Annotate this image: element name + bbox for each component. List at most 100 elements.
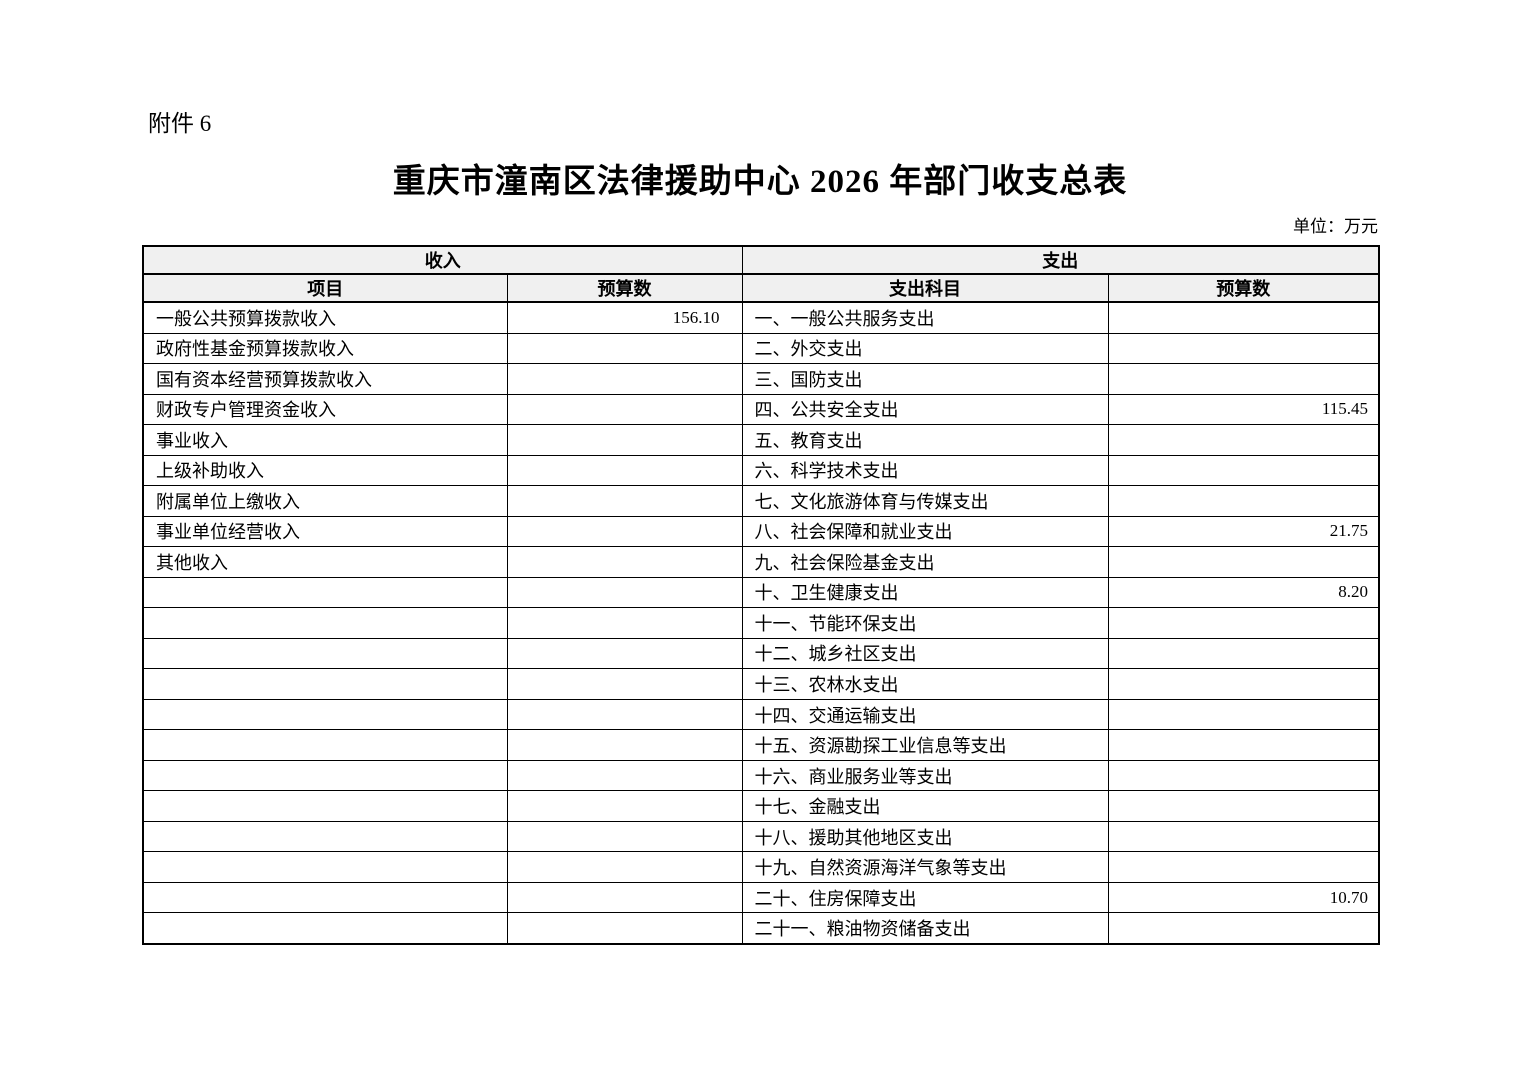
income-budget-cell xyxy=(506,729,743,761)
income-item-cell: 政府性基金预算拨款收入 xyxy=(142,332,508,365)
expense-item-cell: 十四、交通运输支出 xyxy=(741,698,1109,731)
table-row: 国有资本经营预算拨款收入 三、国防支出 xyxy=(142,363,1380,395)
expense-budget-cell xyxy=(1107,668,1380,700)
income-budget-cell xyxy=(506,637,743,670)
income-item-cell xyxy=(142,607,508,639)
expense-item-cell: 十五、资源勘探工业信息等支出 xyxy=(741,729,1109,761)
expense-item-cell: 二、外交支出 xyxy=(741,332,1109,365)
income-budget-cell xyxy=(506,820,743,853)
expense-budget-cell xyxy=(1107,301,1380,334)
expense-budget-cell xyxy=(1107,851,1380,883)
table-row: 十一、节能环保支出 xyxy=(142,607,1380,639)
expense-budget-cell xyxy=(1107,637,1380,670)
table-row: 十九、自然资源海洋气象等支出 xyxy=(142,851,1380,883)
income-item-cell xyxy=(142,912,508,945)
expense-budget-cell xyxy=(1107,332,1380,365)
expense-item-cell: 八、社会保障和就业支出 xyxy=(741,515,1109,548)
table-row: 财政专户管理资金收入 四、公共安全支出 115.45 xyxy=(142,393,1380,426)
expense-budget-cell xyxy=(1107,485,1380,517)
income-budget-cell xyxy=(506,363,743,395)
table-row: 十八、援助其他地区支出 xyxy=(142,820,1380,853)
expense-item-cell: 十九、自然资源海洋气象等支出 xyxy=(741,851,1109,883)
income-budget-cell xyxy=(506,790,743,822)
column-header-row: 项目 预算数 支出科目 预算数 xyxy=(142,273,1380,303)
expense-item-cell: 十、卫生健康支出 xyxy=(741,576,1109,609)
income-item-cell: 事业收入 xyxy=(142,424,508,456)
expense-item-cell: 六、科学技术支出 xyxy=(741,454,1109,487)
table-row: 十四、交通运输支出 xyxy=(142,698,1380,731)
income-item-cell xyxy=(142,668,508,700)
expense-budget-cell xyxy=(1107,912,1380,945)
expense-budget-cell xyxy=(1107,607,1380,639)
expense-budget-cell xyxy=(1107,363,1380,395)
expense-budget-cell: 21.75 xyxy=(1107,515,1380,548)
expense-item-cell: 三、国防支出 xyxy=(741,363,1109,395)
income-item-cell xyxy=(142,851,508,883)
expense-group-header: 支出 xyxy=(741,245,1380,275)
income-item-cell: 上级补助收入 xyxy=(142,454,508,487)
unit-note: 单位：万元 xyxy=(1293,217,1378,236)
income-item-cell xyxy=(142,881,508,914)
expense-budget-cell: 115.45 xyxy=(1107,393,1380,426)
income-budget-cell xyxy=(506,698,743,731)
table-row: 事业单位经营收入 八、社会保障和就业支出 21.75 xyxy=(142,515,1380,548)
table-row: 一般公共预算拨款收入 156.10 一、一般公共服务支出 xyxy=(142,301,1380,334)
income-item-cell: 其他收入 xyxy=(142,546,508,578)
expense-item-cell: 九、社会保险基金支出 xyxy=(741,546,1109,578)
income-budget-cell xyxy=(506,881,743,914)
expense-item-cell: 二十、住房保障支出 xyxy=(741,881,1109,914)
table-row: 其他收入 九、社会保险基金支出 xyxy=(142,546,1380,578)
income-item-cell: 国有资本经营预算拨款收入 xyxy=(142,363,508,395)
expense-budget-cell xyxy=(1107,454,1380,487)
income-budget-cell xyxy=(506,607,743,639)
income-budget-cell xyxy=(506,515,743,548)
table-header: 收入 支出 项目 预算数 支出科目 预算数 xyxy=(142,245,1380,303)
income-budget-cell xyxy=(506,668,743,700)
income-item-cell xyxy=(142,729,508,761)
income-budget-cell xyxy=(506,454,743,487)
income-item-cell: 事业单位经营收入 xyxy=(142,515,508,548)
budget-summary-table: 收入 支出 项目 预算数 支出科目 预算数 一般公共预算拨款收入 156.10 一、… xyxy=(142,245,1380,945)
income-item-cell xyxy=(142,759,508,792)
table-row: 上级补助收入 六、科学技术支出 xyxy=(142,454,1380,487)
income-budget-cell xyxy=(506,393,743,426)
expense-budget-cell: 10.70 xyxy=(1107,881,1380,914)
income-budget-cell xyxy=(506,424,743,456)
income-item-cell: 附属单位上缴收入 xyxy=(142,485,508,517)
expense-item-cell: 五、教育支出 xyxy=(741,424,1109,456)
expense-budget-cell xyxy=(1107,729,1380,761)
expense-item-cell: 十一、节能环保支出 xyxy=(741,607,1109,639)
expense-item-cell: 十六、商业服务业等支出 xyxy=(741,759,1109,792)
income-budget-cell: 156.10 xyxy=(506,301,743,334)
income-budget-cell xyxy=(506,759,743,792)
income-item-column-header: 项目 xyxy=(142,273,508,303)
income-budget-cell xyxy=(506,546,743,578)
expense-budget-cell xyxy=(1107,820,1380,853)
expense-item-cell: 一、一般公共服务支出 xyxy=(741,301,1109,334)
expense-budget-cell xyxy=(1107,546,1380,578)
expense-budget-cell: 8.20 xyxy=(1107,576,1380,609)
income-budget-cell xyxy=(506,332,743,365)
income-group-header: 收入 xyxy=(142,245,743,275)
expense-budget-column-header: 预算数 xyxy=(1107,273,1380,303)
income-item-cell xyxy=(142,576,508,609)
table-row: 十六、商业服务业等支出 xyxy=(142,759,1380,792)
table-row: 二十、住房保障支出 10.70 xyxy=(142,881,1380,914)
income-budget-cell xyxy=(506,485,743,517)
income-budget-column-header: 预算数 xyxy=(506,273,743,303)
expense-budget-cell xyxy=(1107,424,1380,456)
table-row: 附属单位上缴收入 七、文化旅游体育与传媒支出 xyxy=(142,485,1380,517)
table-row: 二十一、粮油物资储备支出 xyxy=(142,912,1380,945)
table-row: 事业收入 五、教育支出 xyxy=(142,424,1380,456)
income-item-cell: 一般公共预算拨款收入 xyxy=(142,301,508,334)
expense-item-cell: 十二、城乡社区支出 xyxy=(741,637,1109,670)
table-row: 十七、金融支出 xyxy=(142,790,1380,822)
expense-budget-cell xyxy=(1107,698,1380,731)
expense-item-cell: 二十一、粮油物资储备支出 xyxy=(741,912,1109,945)
expense-item-cell: 四、公共安全支出 xyxy=(741,393,1109,426)
expense-item-cell: 十三、农林水支出 xyxy=(741,668,1109,700)
expense-item-cell: 七、文化旅游体育与传媒支出 xyxy=(741,485,1109,517)
income-item-cell xyxy=(142,820,508,853)
table-row: 十五、资源勘探工业信息等支出 xyxy=(142,729,1380,761)
